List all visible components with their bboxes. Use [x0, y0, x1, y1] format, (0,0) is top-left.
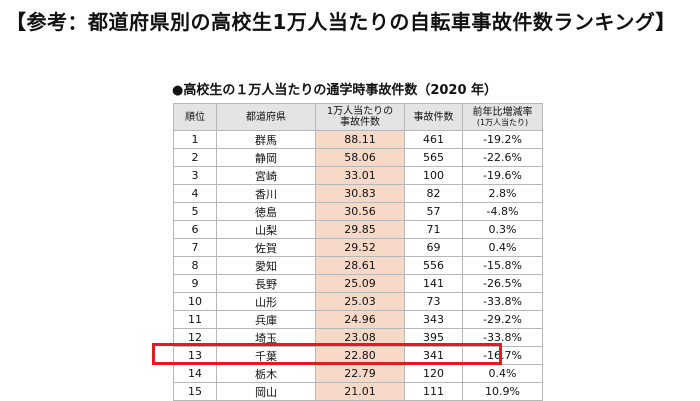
cell-change: -26.5%: [462, 274, 543, 293]
cell-prefecture: 兵庫: [216, 310, 316, 329]
cell-count: 141: [404, 274, 463, 293]
table-row: 2 静岡 58.06 565 -22.6%: [173, 148, 543, 167]
cell-count: 71: [404, 220, 463, 239]
cell-change: -15.8%: [462, 256, 543, 275]
header-change: 前年比増減率 (1万人当たり): [462, 103, 543, 131]
cell-change: -33.8%: [462, 328, 543, 347]
cell-rank: 9: [173, 274, 217, 293]
cell-prefecture: 栃木: [216, 364, 316, 383]
cell-change: -22.6%: [462, 148, 543, 167]
cell-rate: 23.08: [315, 328, 405, 347]
cell-prefecture: 宮崎: [216, 166, 316, 185]
cell-rank: 15: [173, 382, 217, 401]
cell-rank: 10: [173, 292, 217, 311]
header-rate: 1万人当たりの 事故件数: [315, 103, 405, 131]
header-rate-line2: 事故件数: [340, 117, 380, 128]
cell-change: 0.3%: [462, 220, 543, 239]
cell-rate: 24.96: [315, 310, 405, 329]
header-rate-line1: 1万人当たりの: [326, 106, 394, 117]
cell-change: -19.6%: [462, 166, 543, 185]
cell-rank: 3: [173, 166, 217, 185]
table-row: 4 香川 30.83 82 2.8%: [173, 184, 543, 203]
cell-count: 461: [404, 130, 463, 149]
cell-count: 73: [404, 292, 463, 311]
page-title: 【参考：都道府県別の高校生1万人当たりの自転車事故件数ランキング】: [6, 10, 676, 34]
table-row: 8 愛知 28.61 556 -15.8%: [173, 256, 543, 275]
cell-prefecture: 香川: [216, 184, 316, 203]
table-row: 1 群馬 88.11 461 -19.2%: [173, 130, 543, 149]
table-row: 7 佐賀 29.52 69 0.4%: [173, 238, 543, 257]
cell-change: 10.9%: [462, 382, 543, 401]
cell-prefecture: 佐賀: [216, 238, 316, 257]
cell-count: 343: [404, 310, 463, 329]
table-row: 12 埼玉 23.08 395 -33.8%: [173, 328, 543, 347]
cell-rate: 25.09: [315, 274, 405, 293]
cell-rate: 33.01: [315, 166, 405, 185]
table-heading: ●高校生の１万人当たりの通学時事故件数（2020 年）: [172, 83, 498, 98]
cell-rate: 29.52: [315, 238, 405, 257]
cell-prefecture: 山梨: [216, 220, 316, 239]
cell-rank: 1: [173, 130, 217, 149]
table-row: 9 長野 25.09 141 -26.5%: [173, 274, 543, 293]
table-row: 13 千葉 22.80 341 -16.7%: [173, 346, 543, 365]
cell-count: 111: [404, 382, 463, 401]
table-row: 3 宮崎 33.01 100 -19.6%: [173, 166, 543, 185]
cell-rank: 8: [173, 256, 217, 275]
header-change-label: 前年比増減率: [472, 107, 533, 118]
cell-rank: 11: [173, 310, 217, 329]
cell-rank: 6: [173, 220, 217, 239]
cell-change: 0.4%: [462, 364, 543, 383]
cell-rank: 2: [173, 148, 217, 167]
cell-rank: 5: [173, 202, 217, 221]
cell-rate: 29.85: [315, 220, 405, 239]
cell-rate: 58.06: [315, 148, 405, 167]
table-row: 5 徳島 30.56 57 -4.8%: [173, 202, 543, 221]
cell-count: 82: [404, 184, 463, 203]
table-row: 10 山形 25.03 73 -33.8%: [173, 292, 543, 311]
cell-change: -4.8%: [462, 202, 543, 221]
table-row: 14 栃木 22.79 120 0.4%: [173, 364, 543, 383]
header-change-note: (1万人当たり): [476, 118, 529, 127]
cell-count: 100: [404, 166, 463, 185]
cell-rate: 25.03: [315, 292, 405, 311]
table-header-row: 順位 都道府県 1万人当たりの 事故件数 事故件数 前年比増減率 (1万人当たり…: [173, 103, 543, 131]
table-row: 6 山梨 29.85 71 0.3%: [173, 220, 543, 239]
cell-rate: 30.83: [315, 184, 405, 203]
cell-change: 2.8%: [462, 184, 543, 203]
cell-change: -33.8%: [462, 292, 543, 311]
cell-prefecture: 長野: [216, 274, 316, 293]
highlight-box-chiba: [152, 343, 502, 365]
cell-rank: 7: [173, 238, 217, 257]
ranking-table: 順位 都道府県 1万人当たりの 事故件数 事故件数 前年比増減率 (1万人当たり…: [173, 103, 543, 401]
cell-count: 556: [404, 256, 463, 275]
cell-count: 565: [404, 148, 463, 167]
cell-prefecture: 群馬: [216, 130, 316, 149]
header-prefecture: 都道府県: [216, 103, 316, 131]
cell-rate: 21.01: [315, 382, 405, 401]
header-count: 事故件数: [404, 103, 463, 131]
cell-prefecture: 徳島: [216, 202, 316, 221]
cell-rate: 30.56: [315, 202, 405, 221]
cell-prefecture: 岡山: [216, 382, 316, 401]
cell-change: -19.2%: [462, 130, 543, 149]
table-body: 1 群馬 88.11 461 -19.2% 2 静岡 58.06 565 -22.6% 3 宮崎 33.…: [173, 130, 543, 401]
cell-rate: 28.61: [315, 256, 405, 275]
table-row: 11 兵庫 24.96 343 -29.2%: [173, 310, 543, 329]
cell-count: 69: [404, 238, 463, 257]
cell-rank: 14: [173, 364, 217, 383]
cell-change: 0.4%: [462, 238, 543, 257]
table-row: 15 岡山 21.01 111 10.9%: [173, 382, 543, 401]
cell-rank: 4: [173, 184, 217, 203]
cell-count: 57: [404, 202, 463, 221]
cell-prefecture: 静岡: [216, 148, 316, 167]
cell-rank: 13: [173, 346, 217, 365]
cell-rate: 88.11: [315, 130, 405, 149]
cell-rate: 22.79: [315, 364, 405, 383]
header-rank: 順位: [173, 103, 217, 131]
cell-change: -29.2%: [462, 310, 543, 329]
cell-prefecture: 山形: [216, 292, 316, 311]
cell-prefecture: 愛知: [216, 256, 316, 275]
cell-count: 120: [404, 364, 463, 383]
